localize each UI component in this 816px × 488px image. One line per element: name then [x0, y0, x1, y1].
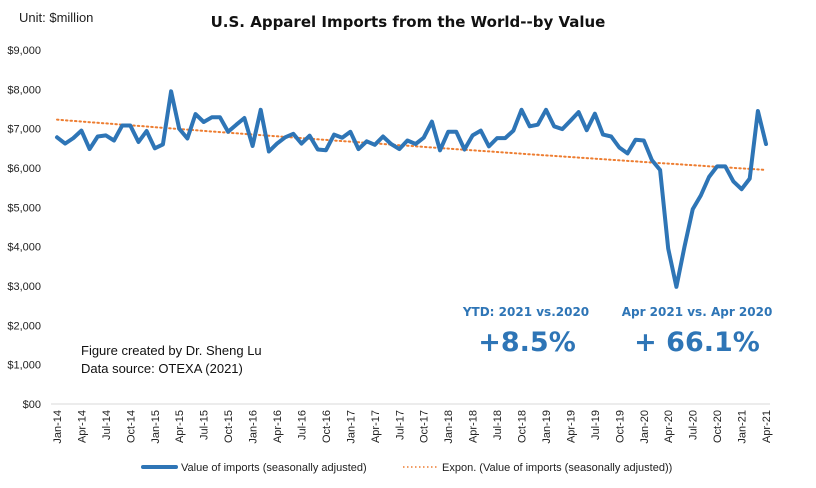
- y-tick-label: $8,000: [7, 84, 41, 96]
- x-tick-label: Jul-20: [688, 410, 700, 440]
- x-tick-label: Oct-20: [712, 410, 724, 443]
- x-tick-label: Jan-21: [737, 410, 749, 444]
- annotation-apr-label: Apr 2021 vs. Apr 2020: [622, 305, 773, 319]
- x-tick-label: Apr-14: [76, 410, 88, 443]
- x-tick-label: Oct-17: [419, 410, 431, 443]
- x-tick-label: Jul-16: [296, 410, 308, 440]
- legend-label-imports: Value of imports (seasonally adjusted): [181, 462, 367, 474]
- annotation-apr-value: + 66.1%: [634, 327, 760, 358]
- annotation-ytd-label: YTD: 2021 vs.2020: [462, 305, 589, 319]
- x-tick-label: Jul-15: [199, 410, 211, 440]
- y-tick-label: $6,000: [7, 163, 41, 175]
- x-tick-label: Jan-16: [248, 410, 260, 444]
- x-tick-label: Jan-20: [639, 410, 651, 444]
- x-tick-label: Oct-15: [223, 410, 235, 443]
- credit-author: Figure created by Dr. Sheng Lu: [81, 343, 262, 358]
- x-tick-label: Jul-14: [101, 410, 113, 440]
- x-tick-label: Jul-19: [590, 410, 602, 440]
- y-axis: $00 $1,000 $2,000 $3,000 $4,000 $5,000 $6,000 $…: [7, 45, 41, 411]
- chart-title: U.S. Apparel Imports from the World--by …: [211, 13, 606, 31]
- x-tick-label: Jul-17: [394, 410, 406, 440]
- x-tick-label: Apr-15: [174, 410, 186, 443]
- y-tick-label: $9,000: [7, 45, 41, 57]
- x-tick-label: Oct-16: [321, 410, 333, 443]
- x-tick-label: Apr-19: [565, 410, 577, 443]
- x-tick-label: Apr-16: [272, 410, 284, 443]
- x-tick-label: Apr-21: [761, 410, 773, 443]
- trendline-series: [56, 118, 767, 171]
- x-tick-label: Oct-14: [125, 410, 137, 443]
- annotation-ytd-value: +8.5%: [478, 327, 576, 358]
- y-tick-label: $4,000: [7, 242, 41, 254]
- y-tick-label: $7,000: [7, 124, 41, 136]
- x-tick-label: Jan-17: [345, 410, 357, 444]
- y-tick-label: $5,000: [7, 202, 41, 214]
- x-tick-label: Oct-18: [517, 410, 529, 443]
- x-tick-label: Apr-17: [370, 410, 382, 443]
- legend-label-trend: Expon. (Value of imports (seasonally adj…: [442, 462, 672, 474]
- credit-source: Data source: OTEXA (2021): [81, 361, 243, 376]
- x-tick-label: Jan-19: [541, 410, 553, 444]
- x-tick-label: Apr-18: [468, 410, 480, 443]
- data-points: [56, 91, 767, 287]
- unit-label: Unit: $million: [19, 10, 93, 25]
- x-tick-label: Oct-19: [614, 410, 626, 443]
- y-tick-label: $00: [23, 399, 41, 411]
- x-tick-label: Jan-14: [52, 410, 64, 444]
- legend: Value of imports (seasonally adjusted) E…: [141, 462, 672, 474]
- x-tick-label: Apr-20: [663, 410, 675, 443]
- imports-line-series: [55, 89, 768, 289]
- y-tick-label: $3,000: [7, 281, 41, 293]
- x-tick-label: Jan-15: [150, 410, 162, 444]
- y-tick-label: $2,000: [7, 320, 41, 332]
- x-tick-label: Jan-18: [443, 410, 455, 444]
- x-tick-label: Jul-18: [492, 410, 504, 440]
- x-axis: Jan-14 Apr-14 Jul-14 Oct-14 Jan-15 Apr-15 Jul-…: [52, 410, 773, 444]
- y-tick-label: $1,000: [7, 360, 41, 372]
